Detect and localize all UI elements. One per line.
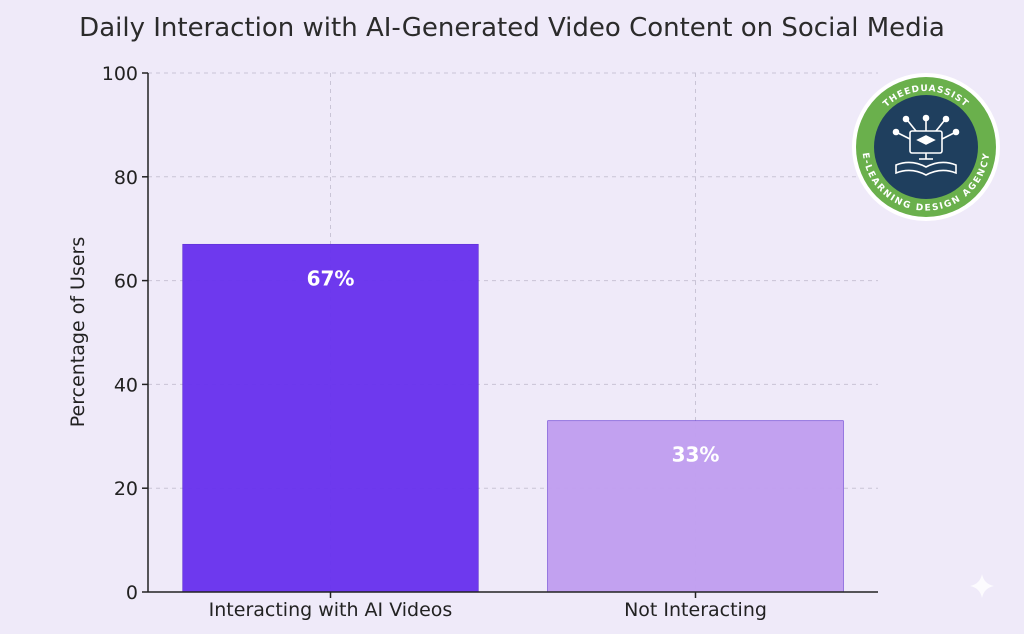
y-tick-label: 60 — [114, 271, 138, 293]
y-tick-label: 20 — [114, 478, 138, 500]
y-tick-label: 80 — [114, 167, 138, 189]
x-tick-label: Not Interacting — [624, 599, 767, 621]
theeduassist-logo: THEEDUASSIST E-LEARNING DESIGN AGENCY — [852, 73, 1000, 221]
x-tick-labels: Interacting with AI Videos Not Interactin… — [209, 592, 767, 621]
y-tick-label: 0 — [126, 582, 138, 604]
badge-inner-disc — [874, 95, 978, 199]
book-monitor-icon — [892, 114, 960, 176]
bars: 67% 33% — [182, 243, 844, 593]
bar — [547, 420, 844, 593]
y-axis-label: Percentage of Users — [67, 237, 89, 427]
y-tick-label: 40 — [114, 374, 138, 396]
bar — [182, 243, 479, 593]
sparkle-watermark-icon — [970, 574, 994, 598]
y-tick-label: 100 — [102, 63, 138, 85]
axes — [147, 73, 878, 593]
bar-data-label: 67% — [307, 266, 355, 290]
x-tick-label: Interacting with AI Videos — [209, 599, 453, 621]
bar-data-label: 33% — [672, 443, 720, 467]
y-ticks: 0 20 40 60 80 100 — [102, 63, 148, 604]
chart-title: Daily Interaction with AI-Generated Vide… — [79, 13, 945, 43]
